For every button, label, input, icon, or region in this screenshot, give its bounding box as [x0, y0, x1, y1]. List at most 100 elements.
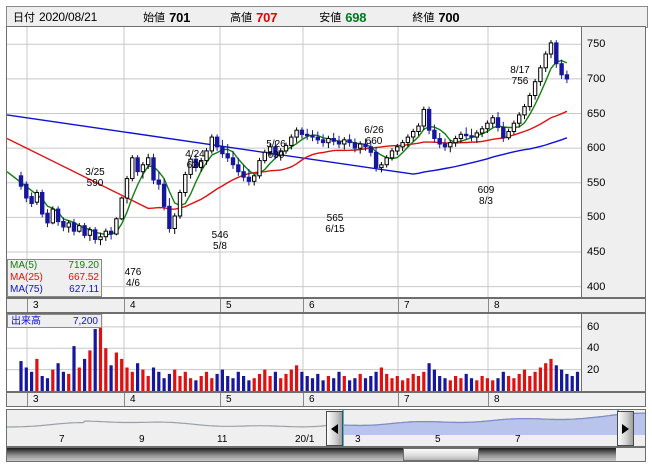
ma-legend-name: MA(5)	[10, 260, 38, 271]
ma-legend-value: 719.20	[68, 260, 99, 271]
volume-date-tick: 4	[130, 394, 136, 405]
volume-date-tick: 3	[33, 394, 39, 405]
price-plot-area[interactable]: 3/25 590 4/24 620 5/26 630 6/26 660 8/17 756 476 4/…	[7, 27, 581, 297]
annotation-peak-3-25: 3/25 590	[81, 167, 109, 189]
quote-date: 日付 2020/08/21	[13, 9, 98, 24]
range-navigator[interactable]: 7 9 11 20/1 3 5 7	[6, 409, 646, 447]
date-separator	[303, 299, 304, 312]
quote-open: 始値 701	[143, 11, 190, 24]
price-date-tick: 8	[494, 300, 500, 311]
annotation-peak-8-17: 8/17 756	[506, 65, 534, 87]
date-separator	[488, 299, 489, 312]
price-axis-tick: 600	[587, 142, 606, 155]
volume-chart-panel[interactable]: 60 40 20	[6, 313, 646, 392]
price-chart-svg	[7, 27, 581, 297]
navigator-date-tick: 5	[435, 434, 441, 445]
volume-plot-area[interactable]	[7, 314, 581, 391]
annotation-peak-5-26: 5/26 630	[262, 139, 290, 161]
date-separator	[124, 299, 125, 312]
date-separator	[398, 299, 399, 312]
annotation-trough-6-15: 565 6/15	[321, 213, 349, 235]
navigator-date-tick: 20/1	[295, 434, 315, 445]
date-separator	[27, 393, 28, 406]
price-axis-tick: 650	[587, 107, 606, 120]
annotation-line2: 660	[365, 136, 383, 147]
price-axis: 750 700 650 600 550 500 450 400	[581, 27, 645, 297]
volume-axis-tick: 20	[587, 363, 600, 376]
volume-axis-tick: 60	[587, 320, 600, 333]
volume-date-axis: 3 4 5 6 7 8	[6, 392, 646, 407]
price-axis-tick: 400	[587, 280, 606, 293]
date-separator	[220, 393, 221, 406]
volume-legend: 出来高 7,200	[7, 314, 102, 328]
ma-legend-name: MA(75)	[10, 284, 43, 295]
annotation-line1: 8/17	[510, 65, 530, 76]
quote-close: 終値 700	[412, 11, 459, 24]
annotation-line1: 476	[124, 267, 142, 278]
scrollbar-thumb[interactable]	[402, 448, 480, 461]
annotation-trough-4-6: 476 4/6	[119, 267, 147, 289]
annotation-peak-4-24: 4/24 620	[181, 149, 209, 171]
quote-date-value: 2020/08/21	[39, 9, 98, 24]
annotation-line1: 6/26	[364, 125, 384, 136]
ma-legend-value: 667.52	[68, 272, 99, 283]
ma-legend-row: MA(5) 719.20	[8, 260, 101, 272]
ma-legend-value: 627.11	[69, 284, 99, 295]
scrollbar-track[interactable]	[7, 448, 617, 461]
annotation-line2: 5/8	[213, 241, 227, 252]
price-date-tick: 4	[130, 300, 136, 311]
price-axis-tick: 550	[587, 176, 606, 189]
quote-high-label: 高値	[230, 11, 253, 24]
volume-date-tick: 7	[404, 394, 410, 405]
volume-chart-svg	[7, 314, 581, 391]
volume-date-tick: 6	[309, 394, 315, 405]
navigator-date-tick: 3	[355, 434, 361, 445]
horizontal-scrollbar[interactable]	[6, 447, 646, 462]
annotation-line1: 609	[477, 185, 495, 196]
left-arrow-icon	[330, 423, 338, 434]
navigator-date-tick: 7	[59, 434, 65, 445]
quote-close-label: 終値	[412, 11, 435, 24]
quote-header-bar: 日付 2020/08/21 始値 701 高値 707 安値 698 終値 70…	[6, 6, 648, 28]
annotation-line1: 3/25	[85, 167, 105, 178]
moving-average-legend: MA(5) 719.20 MA(25) 667.52 MA(75) 627.11	[7, 259, 102, 297]
annotation-line2: 6/15	[325, 224, 345, 235]
price-chart-panel[interactable]: 3/25 590 4/24 620 5/26 630 6/26 660 8/17 756 476 4/…	[6, 26, 646, 298]
ma-legend-row: MA(75) 627.11	[8, 284, 101, 296]
navigator-date-tick: 7	[515, 434, 521, 445]
price-date-tick: 3	[33, 300, 39, 311]
date-separator	[303, 393, 304, 406]
annotation-line2: 8/3	[479, 196, 493, 207]
navigator-date-tick: 9	[139, 434, 145, 445]
quote-high-value: 707	[256, 9, 278, 25]
quote-high: 高値 707	[230, 11, 277, 24]
annotation-line2: 620	[186, 160, 204, 171]
navigator-left-handle[interactable]	[325, 411, 343, 446]
volume-legend-value: 7,200	[72, 315, 98, 327]
annotation-trough-8-3: 609 8/3	[472, 185, 500, 207]
date-separator	[124, 393, 125, 406]
navigator-date-tick: 11	[217, 434, 228, 445]
volume-date-tick: 8	[494, 394, 500, 405]
ma-legend-row: MA(25) 667.52	[8, 272, 101, 284]
date-separator	[398, 393, 399, 406]
annotation-line1: 546	[211, 230, 229, 241]
right-arrow-icon	[622, 423, 630, 434]
annotation-line2: 630	[267, 150, 285, 161]
price-date-tick: 5	[226, 300, 232, 311]
quote-low-label: 安値	[319, 11, 342, 24]
quote-low-value: 698	[345, 9, 367, 25]
price-date-axis: 3 4 5 6 7 8	[6, 298, 646, 313]
annotation-line2: 756	[511, 76, 529, 87]
annotation-line2: 4/6	[126, 278, 140, 289]
volume-date-tick: 5	[226, 394, 232, 405]
price-axis-tick: 500	[587, 211, 606, 224]
annotation-line1: 4/24	[185, 149, 205, 160]
price-date-tick: 7	[404, 300, 410, 311]
annotation-trough-5-8: 546 5/8	[206, 230, 234, 252]
annotation-peak-6-26: 6/26 660	[360, 125, 388, 147]
navigator-right-handle[interactable]	[617, 411, 635, 446]
annotation-line2: 590	[86, 178, 104, 189]
annotation-line1: 565	[326, 213, 344, 224]
